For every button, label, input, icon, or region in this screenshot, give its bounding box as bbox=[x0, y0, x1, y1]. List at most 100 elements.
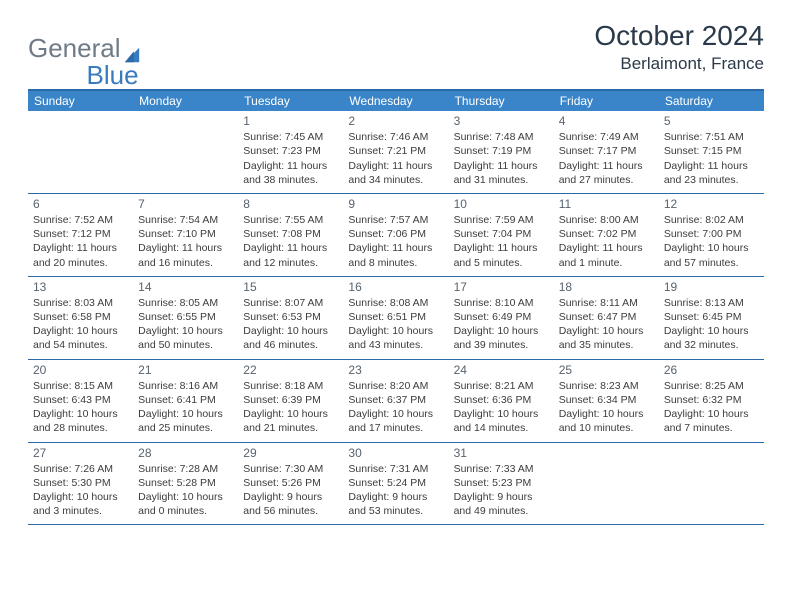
sunrise-line: Sunrise: 8:10 AM bbox=[454, 296, 549, 310]
sunrise-line: Sunrise: 7:48 AM bbox=[454, 130, 549, 144]
day-number: 13 bbox=[33, 279, 128, 295]
week-row: 27Sunrise: 7:26 AMSunset: 5:30 PMDayligh… bbox=[28, 443, 764, 526]
day-cell: 3Sunrise: 7:48 AMSunset: 7:19 PMDaylight… bbox=[449, 111, 554, 193]
sunrise-line: Sunrise: 7:33 AM bbox=[454, 462, 549, 476]
empty-cell bbox=[659, 443, 764, 525]
day-cell: 7Sunrise: 7:54 AMSunset: 7:10 PMDaylight… bbox=[133, 194, 238, 276]
dayname-fri: Friday bbox=[554, 91, 659, 111]
day-cell: 10Sunrise: 7:59 AMSunset: 7:04 PMDayligh… bbox=[449, 194, 554, 276]
day-cell: 22Sunrise: 8:18 AMSunset: 6:39 PMDayligh… bbox=[238, 360, 343, 442]
day-number: 24 bbox=[454, 362, 549, 378]
sunrise-line: Sunrise: 8:15 AM bbox=[33, 379, 128, 393]
sunrise-line: Sunrise: 7:26 AM bbox=[33, 462, 128, 476]
daylight-line: Daylight: 10 hours and 46 minutes. bbox=[243, 324, 338, 352]
sunset-line: Sunset: 6:34 PM bbox=[559, 393, 654, 407]
daylight-line: Daylight: 9 hours and 56 minutes. bbox=[243, 490, 338, 518]
sunrise-line: Sunrise: 8:03 AM bbox=[33, 296, 128, 310]
sunset-line: Sunset: 5:23 PM bbox=[454, 476, 549, 490]
sunset-line: Sunset: 5:26 PM bbox=[243, 476, 338, 490]
day-number: 28 bbox=[138, 445, 233, 461]
daylight-line: Daylight: 11 hours and 8 minutes. bbox=[348, 241, 443, 269]
logo-sail-icon bbox=[123, 40, 141, 58]
day-cell: 5Sunrise: 7:51 AMSunset: 7:15 PMDaylight… bbox=[659, 111, 764, 193]
day-number: 19 bbox=[664, 279, 759, 295]
day-cell: 12Sunrise: 8:02 AMSunset: 7:00 PMDayligh… bbox=[659, 194, 764, 276]
week-row: 1Sunrise: 7:45 AMSunset: 7:23 PMDaylight… bbox=[28, 111, 764, 194]
sunset-line: Sunset: 6:43 PM bbox=[33, 393, 128, 407]
dayname-sun: Sunday bbox=[28, 91, 133, 111]
day-number: 11 bbox=[559, 196, 654, 212]
day-number: 14 bbox=[138, 279, 233, 295]
day-cell: 15Sunrise: 8:07 AMSunset: 6:53 PMDayligh… bbox=[238, 277, 343, 359]
day-cell: 23Sunrise: 8:20 AMSunset: 6:37 PMDayligh… bbox=[343, 360, 448, 442]
daylight-line: Daylight: 11 hours and 38 minutes. bbox=[243, 159, 338, 187]
sunset-line: Sunset: 6:37 PM bbox=[348, 393, 443, 407]
sunset-line: Sunset: 7:12 PM bbox=[33, 227, 128, 241]
daylight-line: Daylight: 10 hours and 43 minutes. bbox=[348, 324, 443, 352]
daylight-line: Daylight: 10 hours and 54 minutes. bbox=[33, 324, 128, 352]
sunset-line: Sunset: 7:00 PM bbox=[664, 227, 759, 241]
day-number: 5 bbox=[664, 113, 759, 129]
day-number: 22 bbox=[243, 362, 338, 378]
daylight-line: Daylight: 11 hours and 12 minutes. bbox=[243, 241, 338, 269]
sunset-line: Sunset: 7:21 PM bbox=[348, 144, 443, 158]
sunrise-line: Sunrise: 7:28 AM bbox=[138, 462, 233, 476]
daylight-line: Daylight: 10 hours and 14 minutes. bbox=[454, 407, 549, 435]
sunset-line: Sunset: 6:36 PM bbox=[454, 393, 549, 407]
sunset-line: Sunset: 7:19 PM bbox=[454, 144, 549, 158]
daylight-line: Daylight: 11 hours and 27 minutes. bbox=[559, 159, 654, 187]
daylight-line: Daylight: 10 hours and 10 minutes. bbox=[559, 407, 654, 435]
day-number: 21 bbox=[138, 362, 233, 378]
day-cell: 19Sunrise: 8:13 AMSunset: 6:45 PMDayligh… bbox=[659, 277, 764, 359]
sunrise-line: Sunrise: 7:45 AM bbox=[243, 130, 338, 144]
dayname-tue: Tuesday bbox=[238, 91, 343, 111]
empty-cell bbox=[554, 443, 659, 525]
sunset-line: Sunset: 7:04 PM bbox=[454, 227, 549, 241]
sunset-line: Sunset: 6:55 PM bbox=[138, 310, 233, 324]
sunrise-line: Sunrise: 8:25 AM bbox=[664, 379, 759, 393]
week-row: 6Sunrise: 7:52 AMSunset: 7:12 PMDaylight… bbox=[28, 194, 764, 277]
sunrise-line: Sunrise: 7:46 AM bbox=[348, 130, 443, 144]
day-cell: 8Sunrise: 7:55 AMSunset: 7:08 PMDaylight… bbox=[238, 194, 343, 276]
sunrise-line: Sunrise: 7:30 AM bbox=[243, 462, 338, 476]
day-cell: 20Sunrise: 8:15 AMSunset: 6:43 PMDayligh… bbox=[28, 360, 133, 442]
day-cell: 26Sunrise: 8:25 AMSunset: 6:32 PMDayligh… bbox=[659, 360, 764, 442]
sunrise-line: Sunrise: 8:11 AM bbox=[559, 296, 654, 310]
sunset-line: Sunset: 7:06 PM bbox=[348, 227, 443, 241]
daylight-line: Daylight: 9 hours and 53 minutes. bbox=[348, 490, 443, 518]
day-number: 15 bbox=[243, 279, 338, 295]
sunset-line: Sunset: 6:51 PM bbox=[348, 310, 443, 324]
day-number: 10 bbox=[454, 196, 549, 212]
sunset-line: Sunset: 7:17 PM bbox=[559, 144, 654, 158]
sunrise-line: Sunrise: 8:13 AM bbox=[664, 296, 759, 310]
daylight-line: Daylight: 9 hours and 49 minutes. bbox=[454, 490, 549, 518]
daylight-line: Daylight: 10 hours and 50 minutes. bbox=[138, 324, 233, 352]
day-cell: 9Sunrise: 7:57 AMSunset: 7:06 PMDaylight… bbox=[343, 194, 448, 276]
day-cell: 18Sunrise: 8:11 AMSunset: 6:47 PMDayligh… bbox=[554, 277, 659, 359]
day-cell: 2Sunrise: 7:46 AMSunset: 7:21 PMDaylight… bbox=[343, 111, 448, 193]
sunrise-line: Sunrise: 7:31 AM bbox=[348, 462, 443, 476]
daylight-line: Daylight: 11 hours and 1 minute. bbox=[559, 241, 654, 269]
day-number: 7 bbox=[138, 196, 233, 212]
month-title: October 2024 bbox=[594, 20, 764, 52]
sunset-line: Sunset: 7:10 PM bbox=[138, 227, 233, 241]
sunrise-line: Sunrise: 8:23 AM bbox=[559, 379, 654, 393]
sunset-line: Sunset: 6:47 PM bbox=[559, 310, 654, 324]
sunset-line: Sunset: 6:39 PM bbox=[243, 393, 338, 407]
dayname-row: Sunday Monday Tuesday Wednesday Thursday… bbox=[28, 91, 764, 111]
day-number: 20 bbox=[33, 362, 128, 378]
day-number: 29 bbox=[243, 445, 338, 461]
daylight-line: Daylight: 10 hours and 21 minutes. bbox=[243, 407, 338, 435]
day-cell: 16Sunrise: 8:08 AMSunset: 6:51 PMDayligh… bbox=[343, 277, 448, 359]
daylight-line: Daylight: 10 hours and 39 minutes. bbox=[454, 324, 549, 352]
day-number: 2 bbox=[348, 113, 443, 129]
dayname-wed: Wednesday bbox=[343, 91, 448, 111]
day-cell: 13Sunrise: 8:03 AMSunset: 6:58 PMDayligh… bbox=[28, 277, 133, 359]
day-cell: 30Sunrise: 7:31 AMSunset: 5:24 PMDayligh… bbox=[343, 443, 448, 525]
daylight-line: Daylight: 10 hours and 3 minutes. bbox=[33, 490, 128, 518]
location: Berlaimont, France bbox=[594, 54, 764, 74]
day-cell: 25Sunrise: 8:23 AMSunset: 6:34 PMDayligh… bbox=[554, 360, 659, 442]
dayname-thu: Thursday bbox=[449, 91, 554, 111]
sunset-line: Sunset: 7:08 PM bbox=[243, 227, 338, 241]
day-cell: 1Sunrise: 7:45 AMSunset: 7:23 PMDaylight… bbox=[238, 111, 343, 193]
